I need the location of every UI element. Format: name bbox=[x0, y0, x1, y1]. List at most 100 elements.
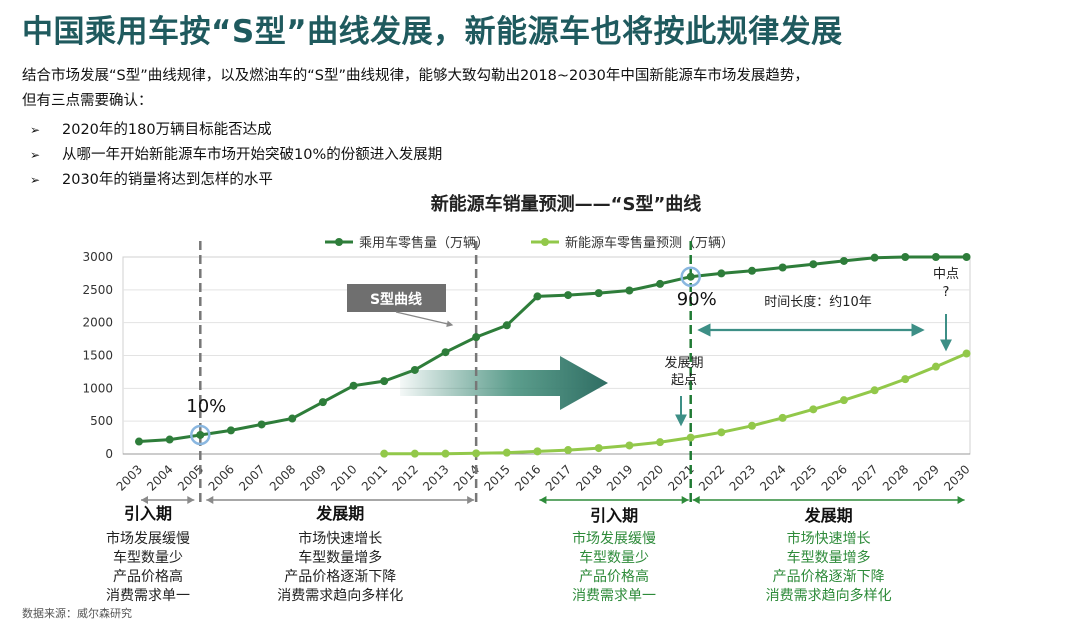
x-tick-label: 2025 bbox=[788, 462, 819, 493]
x-tick-label: 2003 bbox=[114, 462, 145, 493]
ring-10pct bbox=[190, 424, 211, 446]
data-point bbox=[748, 421, 756, 430]
phase-description: 市场快速增长 bbox=[298, 530, 382, 547]
phase-span-arrowhead bbox=[187, 496, 195, 504]
x-tick-label: 2016 bbox=[512, 462, 543, 493]
data-point bbox=[135, 437, 143, 446]
data-point bbox=[625, 441, 634, 450]
data-point bbox=[472, 449, 481, 458]
phase-span-arrowhead bbox=[467, 496, 475, 504]
phase-description: 消费需求单一 bbox=[572, 588, 656, 604]
data-point bbox=[839, 256, 848, 265]
data-point bbox=[472, 333, 481, 342]
data-point bbox=[165, 435, 174, 444]
gridlines bbox=[123, 289, 970, 455]
label-90pct: 90% bbox=[677, 289, 717, 310]
x-tick-label: 2028 bbox=[880, 462, 911, 493]
bullet-text: 2020年的180万辆目标能否达成 bbox=[62, 122, 272, 138]
phase-description: 消费需求趋向多样化 bbox=[766, 587, 892, 604]
bullet-item: ➢ 2020年的180万辆目标能否达成 bbox=[30, 118, 442, 143]
x-axis: 2003 2004 2005 2006 2007 2008 2009 2010 2011 2012… bbox=[114, 462, 973, 493]
data-point bbox=[196, 430, 205, 439]
data-point bbox=[686, 272, 695, 281]
phase-span-arrowhead bbox=[539, 496, 547, 504]
bullet-arrow-icon: ➢ bbox=[30, 123, 41, 137]
data-point bbox=[686, 433, 695, 442]
x-tick-label: 2014 bbox=[451, 462, 482, 493]
phase-description: 市场发展缓慢 bbox=[106, 530, 190, 547]
midpoint-label: 中点 bbox=[933, 267, 959, 282]
x-tick-label: 2013 bbox=[420, 462, 451, 493]
data-point bbox=[931, 253, 940, 261]
data-point bbox=[533, 292, 542, 301]
legend-swatch-marker bbox=[335, 238, 343, 246]
growth-arrow bbox=[400, 356, 608, 410]
x-tick-label: 2027 bbox=[849, 462, 880, 493]
bullet-text: 从哪一年开始新能源车市场开始突破10%的份额进入发展期 bbox=[62, 147, 443, 163]
phase-label: 发展期 bbox=[315, 504, 364, 523]
page-title: 中国乘用车按“S型”曲线发展，新能源车也将按此规律发展 bbox=[22, 14, 843, 50]
data-point bbox=[839, 396, 848, 405]
start-point-label: 起点 bbox=[671, 373, 697, 388]
intro-line-1: 结合市场发展“S型”曲线规律，以及燃油车的“S型”曲线规律，能够大致勾勒出201… bbox=[22, 68, 809, 84]
phase-span-arrowhead bbox=[681, 496, 689, 504]
data-point bbox=[533, 447, 542, 456]
data-point bbox=[625, 286, 634, 295]
x-tick-label: 2005 bbox=[175, 462, 206, 493]
start-point-label: 发展期 bbox=[664, 355, 703, 371]
data-point bbox=[901, 375, 910, 384]
phase-description: 车型数量少 bbox=[579, 549, 649, 566]
phase-description: 市场发展缓慢 bbox=[572, 530, 656, 547]
y-tick-label: 2500 bbox=[82, 283, 113, 297]
data-point bbox=[380, 449, 389, 458]
x-tick-label: 2022 bbox=[696, 462, 727, 493]
bullet-arrow-icon: ➢ bbox=[30, 173, 41, 187]
series-line-1 bbox=[384, 352, 968, 456]
phase-label: 发展期 bbox=[804, 506, 853, 525]
phase-description: 消费需求趋向多样化 bbox=[277, 587, 403, 604]
phase-description: 市场快速增长 bbox=[787, 530, 871, 547]
y-tick-label: 0 bbox=[105, 447, 113, 461]
data-point bbox=[257, 420, 266, 429]
phase-description: 产品价格高 bbox=[579, 568, 649, 585]
phase-description: 车型数量增多 bbox=[298, 549, 382, 566]
data-point bbox=[748, 266, 756, 275]
bullet-item: ➢ 从哪一年开始新能源车市场开始突破10%的份额进入发展期 bbox=[30, 143, 442, 168]
x-tick-label: 2008 bbox=[267, 462, 298, 493]
data-point bbox=[901, 253, 910, 261]
series-line-0 bbox=[138, 255, 967, 443]
phase-label: 引入期 bbox=[590, 506, 638, 525]
s-curve-pointer bbox=[395, 311, 454, 327]
x-tick-label: 2010 bbox=[328, 462, 359, 493]
s-curve-callout-label: S型曲线 bbox=[370, 291, 422, 308]
chart-title: 新能源车销量预测——“S型”曲线 bbox=[431, 193, 702, 215]
data-point bbox=[288, 414, 297, 423]
label-10pct: 10% bbox=[186, 396, 226, 417]
data-point bbox=[594, 444, 603, 453]
intro-text: 结合市场发展“S型”曲线规律，以及燃油车的“S型”曲线规律，能够大致勾勒出201… bbox=[22, 64, 1072, 114]
phase-description: 产品价格逐渐下降 bbox=[773, 569, 885, 585]
data-point bbox=[962, 349, 971, 358]
phase-span-arrowhead bbox=[206, 496, 214, 504]
y-tick-label: 2000 bbox=[82, 316, 113, 330]
x-tick-label: 2030 bbox=[941, 462, 972, 493]
x-tick-label: 2006 bbox=[206, 462, 237, 493]
x-tick-label: 2012 bbox=[389, 462, 420, 493]
bullet-arrow-icon: ➢ bbox=[30, 148, 41, 162]
data-point bbox=[441, 348, 450, 357]
s-curve-callout-box bbox=[347, 284, 446, 312]
data-point bbox=[778, 413, 787, 422]
data-point bbox=[778, 263, 787, 272]
phase-span-arrowhead bbox=[141, 496, 148, 504]
data-point bbox=[318, 398, 327, 407]
bullet-text: 2030年的销量将达到怎样的水平 bbox=[62, 172, 273, 188]
data-point bbox=[717, 269, 726, 278]
phase-description: 车型数量少 bbox=[113, 549, 183, 566]
phase-description: 车型数量增多 bbox=[787, 549, 871, 566]
data-point bbox=[594, 289, 603, 298]
phase-span-arrowhead bbox=[692, 496, 700, 504]
bullet-list: ➢ 2020年的180万辆目标能否达成 ➢ 从哪一年开始新能源车市场开始突破10%的… bbox=[30, 118, 442, 193]
legend-label: 乘用车零售量（万辆） bbox=[359, 235, 489, 251]
